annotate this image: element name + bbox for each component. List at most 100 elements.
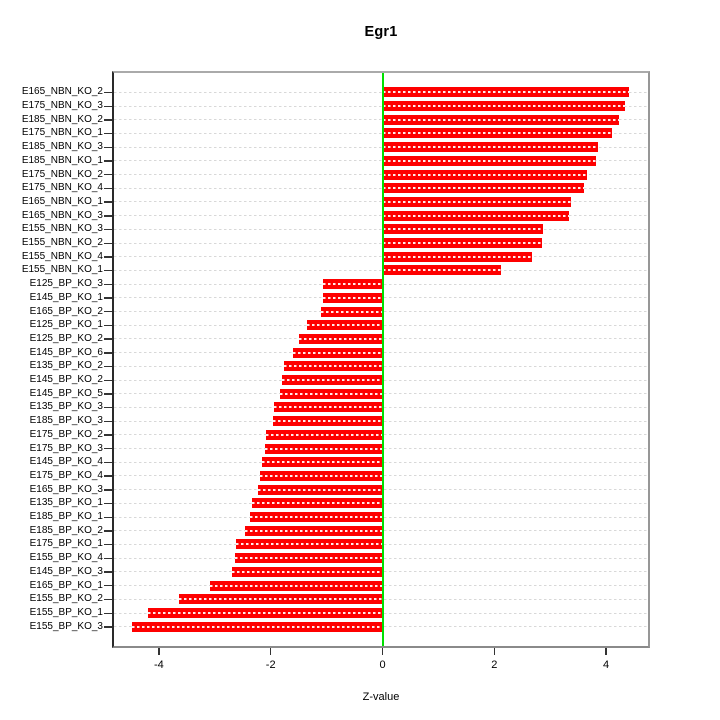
y-axis-label: E155_BP_KO_4	[29, 552, 103, 564]
x-axis-tick-label: 0	[379, 659, 386, 671]
gridline	[114, 215, 648, 217]
gridline	[114, 105, 648, 107]
y-axis-tick	[104, 612, 112, 614]
y-axis-tick	[104, 571, 112, 573]
y-axis-tick	[104, 242, 112, 244]
bar-centerline	[179, 598, 383, 601]
y-axis-tick	[104, 461, 112, 464]
y-axis-label: E165_BP_KO_2	[29, 305, 103, 317]
bar	[131, 621, 383, 632]
y-axis-tick	[104, 324, 112, 327]
y-axis-label: E165_BP_KO_3	[29, 483, 103, 495]
bar	[293, 347, 383, 358]
bar-centerline	[252, 502, 383, 505]
y-axis-tick	[104, 475, 112, 477]
gridline	[114, 228, 648, 230]
gridline	[114, 119, 648, 121]
zero-reference-line	[381, 70, 384, 648]
y-axis-tick	[104, 516, 112, 518]
y-axis-label: E145_BP_KO_1	[29, 291, 103, 303]
y-axis-tick	[104, 448, 112, 450]
x-axis-tick	[381, 648, 384, 655]
bar-centerline	[272, 420, 383, 423]
bar-centerline	[382, 228, 544, 231]
bar-centerline	[323, 283, 383, 286]
x-axis-tick	[493, 648, 496, 655]
bar	[257, 484, 383, 495]
bar	[280, 388, 383, 399]
bar	[382, 114, 619, 125]
x-axis-tick-label: 4	[603, 659, 610, 671]
y-axis-label: E155_NBN_KO_1	[21, 264, 103, 276]
bar-centerline	[234, 557, 383, 560]
bar	[382, 238, 543, 249]
y-axis-tick	[104, 502, 112, 505]
y-axis-label: E135_BP_KO_1	[29, 497, 103, 509]
bar	[266, 429, 383, 440]
bar-centerline	[382, 105, 626, 107]
bar-centerline	[382, 200, 572, 203]
y-axis-label: E145_BP_KO_3	[29, 565, 103, 577]
y-axis-label: E185_NBN_KO_2	[21, 113, 103, 125]
bar	[307, 320, 383, 331]
gridline	[114, 132, 648, 134]
bar	[323, 279, 383, 290]
y-axis-label: E175_NBN_KO_1	[21, 127, 103, 139]
bar	[382, 87, 630, 98]
bar-centerline	[382, 91, 630, 94]
y-axis-tick	[104, 256, 112, 258]
bar	[232, 566, 383, 577]
gridline	[114, 174, 648, 176]
bar-centerline	[382, 173, 587, 176]
x-axis-tick-label: -2	[265, 659, 276, 671]
bar	[244, 525, 383, 536]
bar	[382, 101, 626, 111]
y-axis-tick	[104, 215, 112, 217]
bar	[382, 169, 587, 180]
y-axis-label: E135_BP_KO_3	[29, 401, 103, 413]
gridline	[114, 269, 648, 271]
x-axis-tick	[269, 648, 272, 655]
y-axis-label: E155_BP_KO_3	[29, 620, 103, 632]
y-axis-tick	[104, 105, 112, 107]
bar	[236, 539, 383, 550]
bar	[298, 333, 383, 344]
y-axis-tick	[104, 557, 112, 560]
x-axis-tick-label: -4	[154, 659, 164, 671]
bar	[262, 457, 383, 468]
y-axis-tick	[104, 269, 112, 272]
y-axis-tick	[104, 406, 112, 409]
y-axis-tick	[104, 598, 112, 601]
bar-centerline	[266, 433, 383, 436]
y-axis-tick	[104, 311, 112, 313]
bar-centerline	[382, 269, 501, 272]
bar	[382, 142, 598, 153]
y-axis-tick	[104, 174, 112, 176]
y-axis-tick	[104, 434, 112, 436]
bar	[382, 183, 584, 194]
y-axis-label: E155_BP_KO_1	[29, 607, 103, 618]
y-axis-tick	[104, 352, 112, 354]
bar	[272, 416, 383, 427]
bar	[283, 361, 383, 372]
chart-title: Egr1	[364, 24, 398, 40]
bar-centerline	[283, 365, 383, 368]
y-axis-tick	[104, 393, 112, 395]
x-axis-tick-label: 2	[491, 659, 498, 671]
y-axis-label: E175_BP_KO_3	[29, 442, 103, 454]
x-axis-tick	[605, 648, 607, 655]
bar-centerline	[250, 516, 383, 519]
bar-centerline	[257, 488, 383, 491]
bar-centerline	[148, 612, 383, 614]
bar	[148, 608, 383, 618]
gridline	[114, 256, 648, 258]
bar	[250, 512, 383, 523]
bar	[234, 553, 383, 564]
y-axis-tick	[104, 365, 112, 368]
y-axis-label: E155_BP_KO_2	[29, 593, 103, 605]
gridline	[114, 160, 648, 162]
y-axis-tick	[104, 420, 112, 423]
bar-centerline	[293, 351, 383, 354]
bar	[252, 498, 383, 509]
bar-centerline	[382, 242, 543, 245]
